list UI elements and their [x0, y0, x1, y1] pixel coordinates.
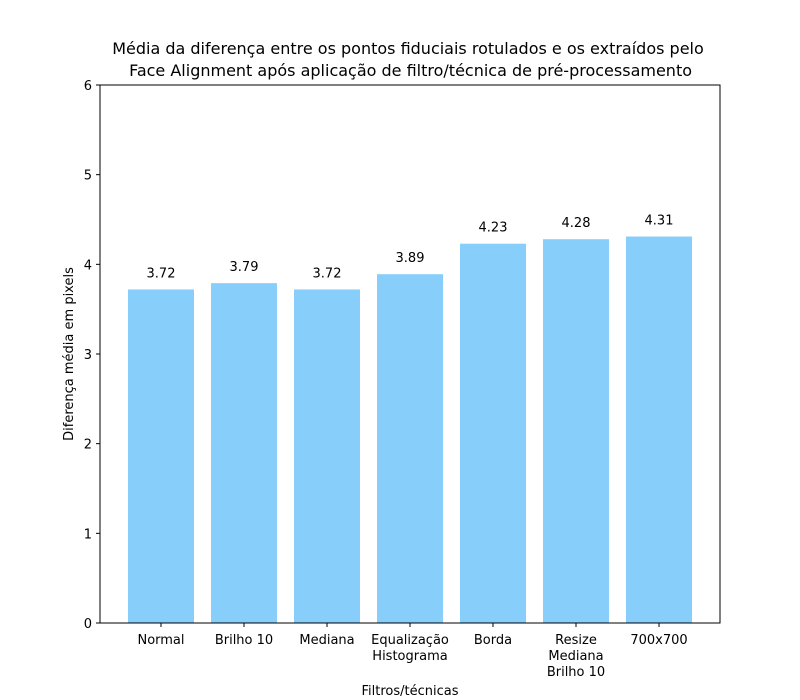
x-tick-label: Mediana [299, 633, 354, 648]
bar-value-label: 4.28 [562, 216, 591, 231]
plot-frame [99, 84, 721, 624]
bar-value-label: 3.79 [230, 260, 259, 275]
bar-5 [543, 239, 609, 623]
y-tick-label: 6 [84, 79, 92, 94]
bar-1 [211, 283, 277, 623]
x-axis-label: Filtros/técnicas [362, 684, 459, 699]
y-tick-label: 1 [84, 527, 92, 542]
bar-2 [294, 289, 360, 623]
bar-value-label: 3.72 [313, 266, 342, 281]
y-tick-label: 2 [84, 438, 92, 453]
bar-6 [626, 236, 692, 623]
x-axis-ticks: Normal Brilho 10 Mediana Equalização Histogr… [137, 623, 688, 680]
y-axis-ticks: 0 1 2 3 4 5 6 [84, 79, 100, 632]
y-tick-label: 3 [84, 348, 92, 363]
x-tick-label: Equalização Histograma [371, 633, 449, 664]
bar-3 [377, 274, 443, 623]
y-tick-label: 5 [84, 169, 92, 184]
x-tick-label: Borda [474, 633, 512, 648]
x-tick-label: Resize Mediana Brilho 10 [547, 633, 605, 680]
chart-title-line-2: Face Alignment após aplicação de filtro/… [124, 61, 692, 80]
bar-value-label: 3.89 [396, 251, 425, 266]
bars-group [128, 236, 692, 623]
bar-value-labels: 3.72 3.79 3.72 3.89 4.23 4.28 4.31 [147, 214, 674, 282]
y-tick-label: 0 [84, 617, 92, 632]
chart-title-line-1: Média da diferença entre os pontos fiduc… [112, 39, 704, 58]
x-tick-label: 700x700 [630, 633, 687, 648]
y-axis-label: Diferença média em pixels [62, 267, 77, 441]
bar-value-label: 4.23 [479, 221, 508, 236]
x-tick-label: Brilho 10 [215, 633, 273, 648]
bar-4 [460, 243, 526, 623]
bar-0 [128, 289, 194, 623]
x-tick-label: Normal [137, 633, 184, 648]
y-tick-label: 4 [84, 258, 92, 273]
bar-value-label: 4.31 [645, 214, 674, 229]
bar-value-label: 3.72 [147, 266, 176, 281]
